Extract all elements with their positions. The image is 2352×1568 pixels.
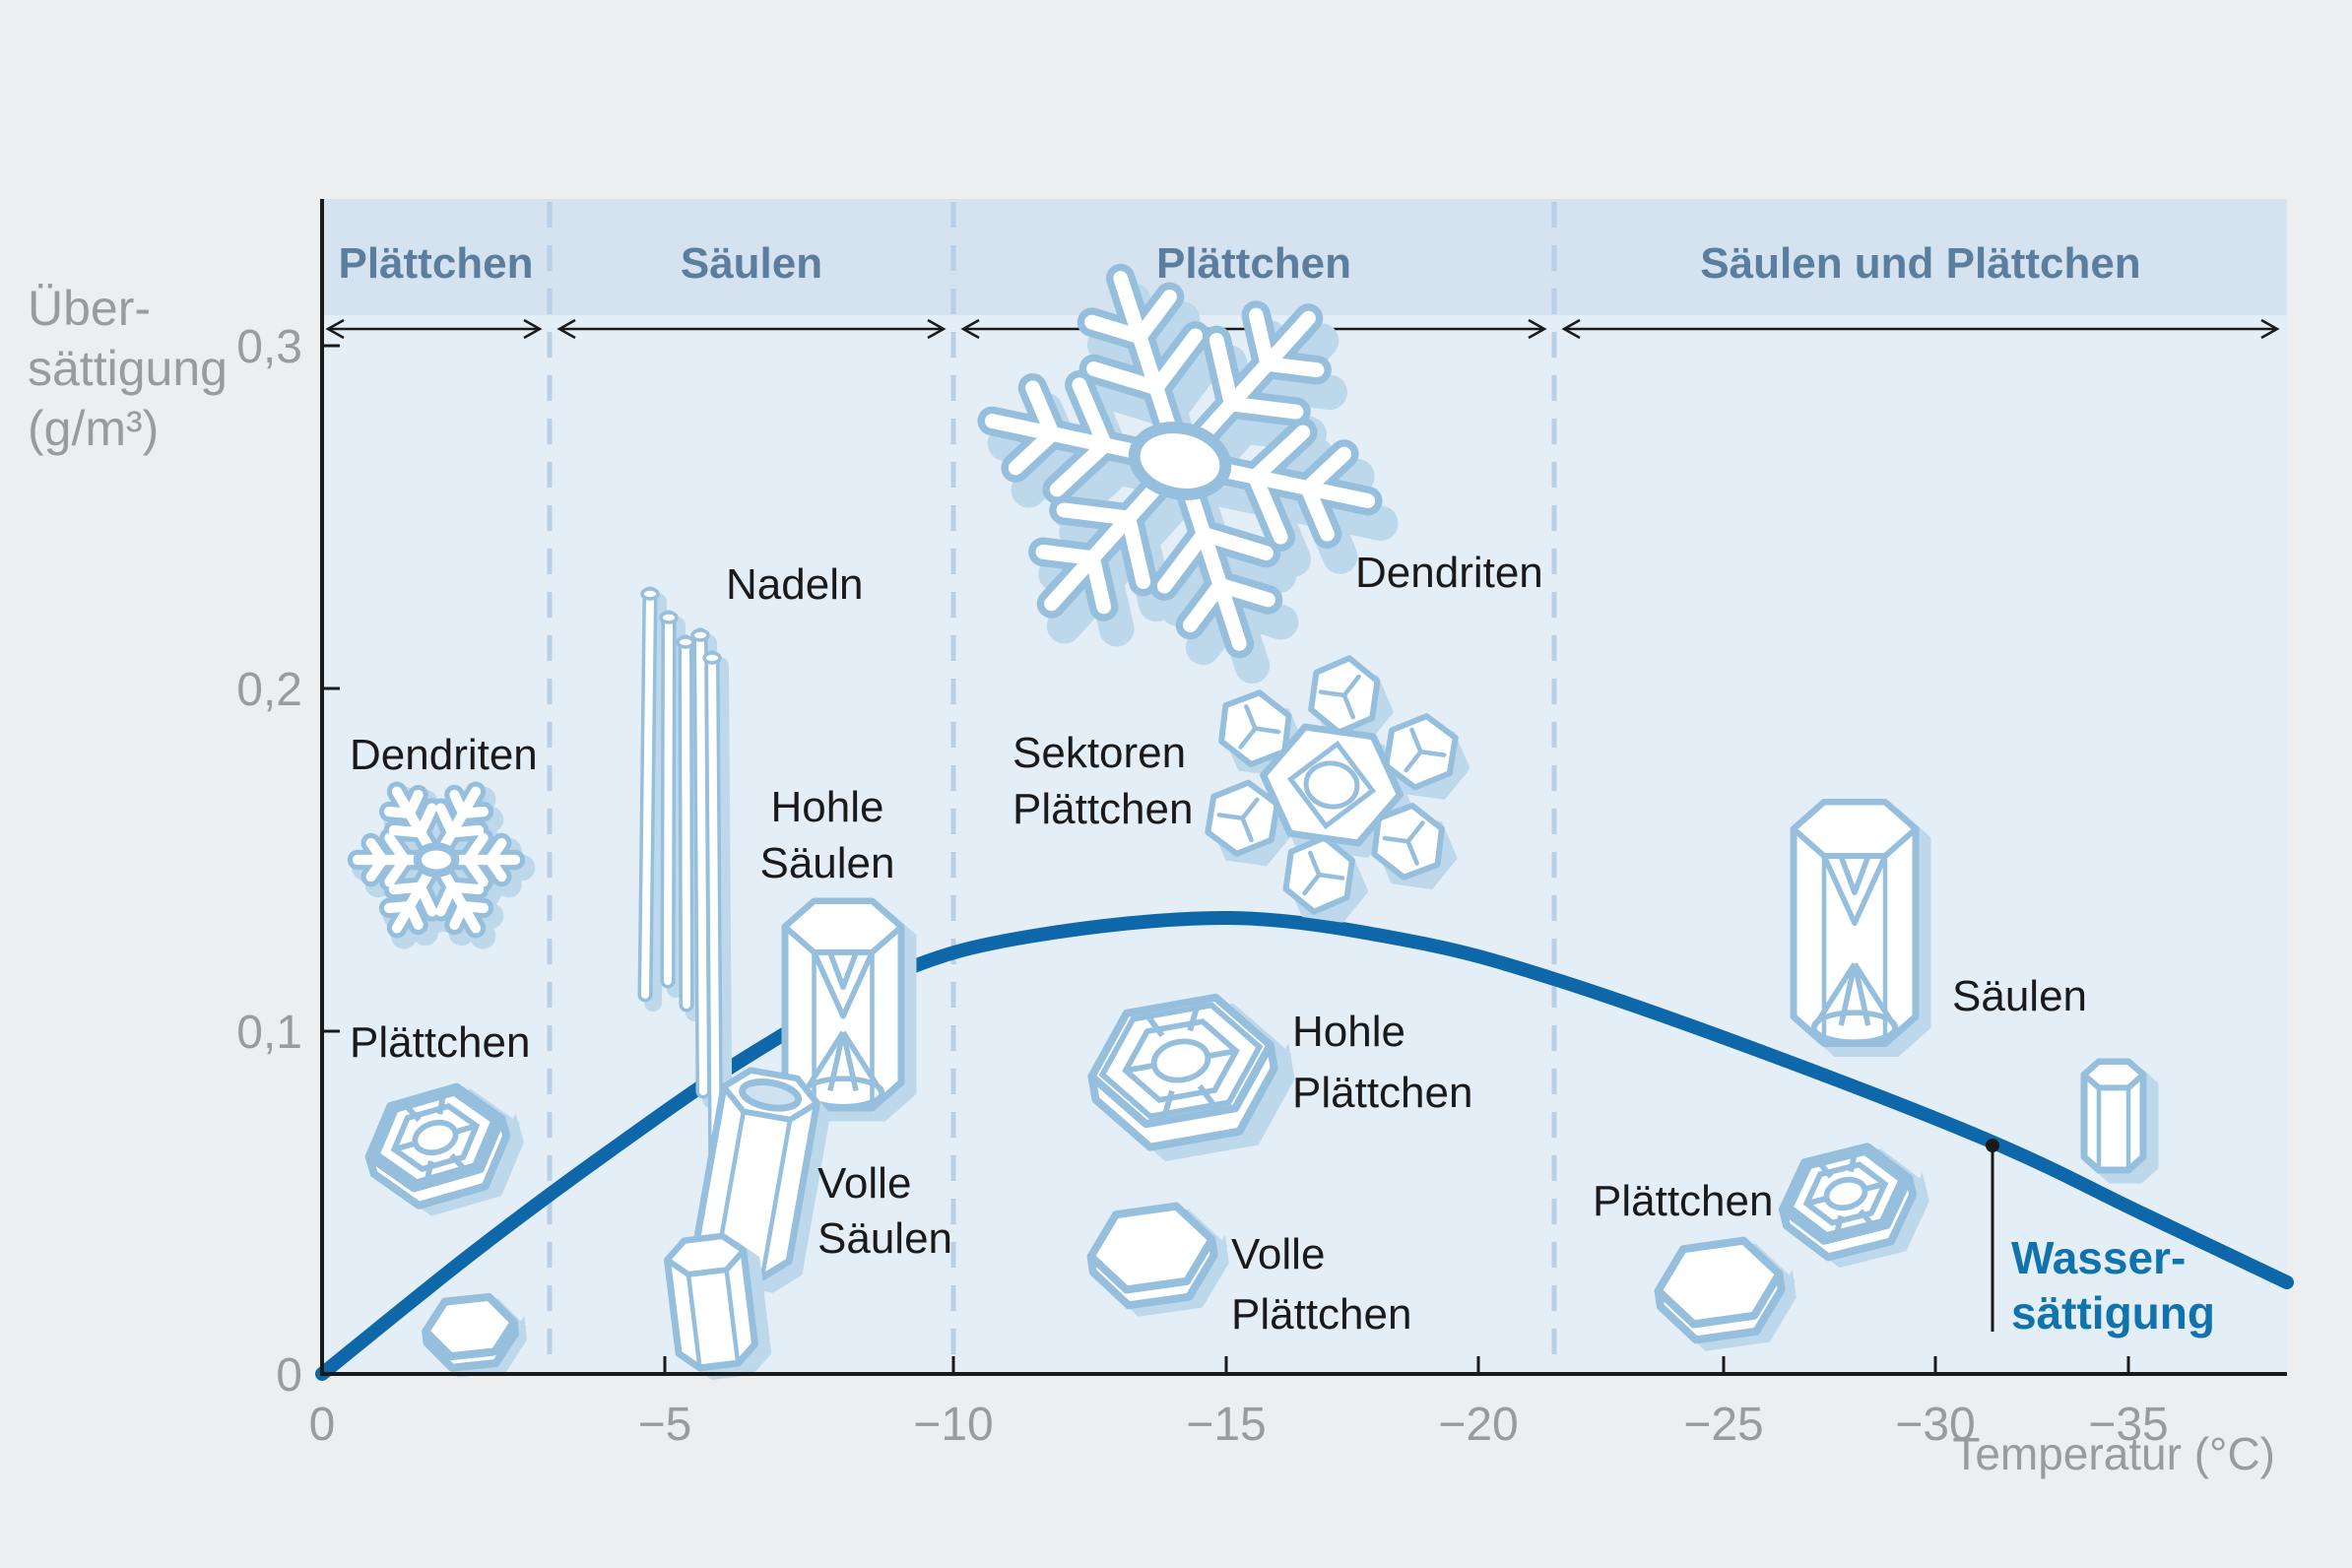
x-tick-label--25: −25	[1683, 1399, 1763, 1451]
zone-extent-arrow-1	[325, 318, 543, 340]
crystal-label-dendriten-2: Dendriten	[1355, 549, 1543, 597]
zone-extent-arrow-2	[556, 318, 947, 340]
hollow-plate-crystal-icon	[1087, 993, 1295, 1162]
water-saturation-curve	[315, 910, 2294, 1381]
crystal-label-plaettchen-1: Plättchen	[350, 1018, 530, 1067]
hollow-plate-crystal-icon	[364, 1082, 525, 1216]
y-axis-title-line-2: sättigung	[28, 341, 228, 396]
solid-plate-crystal-icon	[422, 1292, 527, 1378]
crystal-label-saeulen-2: Säulen	[1952, 972, 2087, 1020]
x-axis-title: Temperatur (°C)	[1952, 1428, 2275, 1479]
x-tick-label--30: −30	[1895, 1399, 1975, 1451]
crystal-label-sektoren-plaettchen: Sektoren Plättchen	[1013, 729, 1193, 833]
crystal-label-volle-plaettchen: Volle Plättchen	[1231, 1230, 1411, 1339]
zone-extent-arrow-4	[1561, 318, 2280, 340]
region-label-4: Säulen und Plättchen	[1700, 239, 2140, 288]
region-label-1: Plättchen	[338, 239, 533, 288]
crystal-label-plaettchen-2: Plättchen	[1593, 1177, 1773, 1225]
water-saturation-pointer-dot-icon	[1986, 1139, 1999, 1152]
water-saturation-label-line-2: sättigung	[2011, 1287, 2215, 1339]
x-tick-label--10: −10	[913, 1399, 993, 1451]
sectored-plate-crystal-icon	[1205, 655, 1470, 923]
water-saturation-label-line-1: Wasser-	[2011, 1232, 2186, 1283]
y-axis-title-line-3: (g/m³)	[28, 401, 159, 456]
hollow-plate-crystal-icon	[1778, 1143, 1929, 1269]
x-tick-label--5: −5	[638, 1399, 692, 1451]
region-label-2: Säulen	[681, 239, 822, 288]
solid-column-crystal-icon	[2080, 1058, 2159, 1184]
header-band	[322, 199, 2287, 315]
x-tick-label-0: 0	[309, 1399, 336, 1451]
solid-column-crystal-icon	[692, 1067, 831, 1293]
solid-plate-crystal-icon	[1654, 1236, 1797, 1351]
region-label-3: Plättchen	[1156, 239, 1351, 288]
solid-plate-crystal-icon	[1086, 1202, 1229, 1317]
crystal-label-hohle-saeulen: Hohle Säulen	[759, 783, 894, 887]
y-tick-label-0.2: 0,2	[236, 664, 302, 716]
dendrite-crystal-icon	[347, 781, 536, 949]
x-tick-label--20: −20	[1438, 1399, 1518, 1451]
hollow-column-crystal-icon	[781, 897, 917, 1122]
crystal-label-hohle-plaettchen: Hohle Plättchen	[1292, 1008, 1472, 1117]
crystal-label-volle-saeulen: Volle Säulen	[817, 1159, 952, 1263]
dendrite-crystal-icon	[977, 263, 1399, 684]
y-tick-label-0.1: 0,1	[236, 1007, 302, 1059]
crystal-icons-layer	[347, 263, 2159, 1380]
solid-column-crystal-icon	[663, 1232, 772, 1380]
y-axis-title-line-1: Über-	[28, 281, 151, 336]
x-tick-label--35: −35	[2088, 1399, 2168, 1451]
y-tick-label-0: 0	[276, 1349, 302, 1402]
hollow-column-crystal-icon	[1790, 799, 1931, 1057]
crystal-label-nadeln: Nadeln	[726, 560, 863, 609]
y-tick-label-0.3: 0,3	[236, 321, 302, 373]
x-tick-label--15: −15	[1186, 1399, 1266, 1451]
crystal-label-dendriten-1: Dendriten	[350, 731, 538, 779]
